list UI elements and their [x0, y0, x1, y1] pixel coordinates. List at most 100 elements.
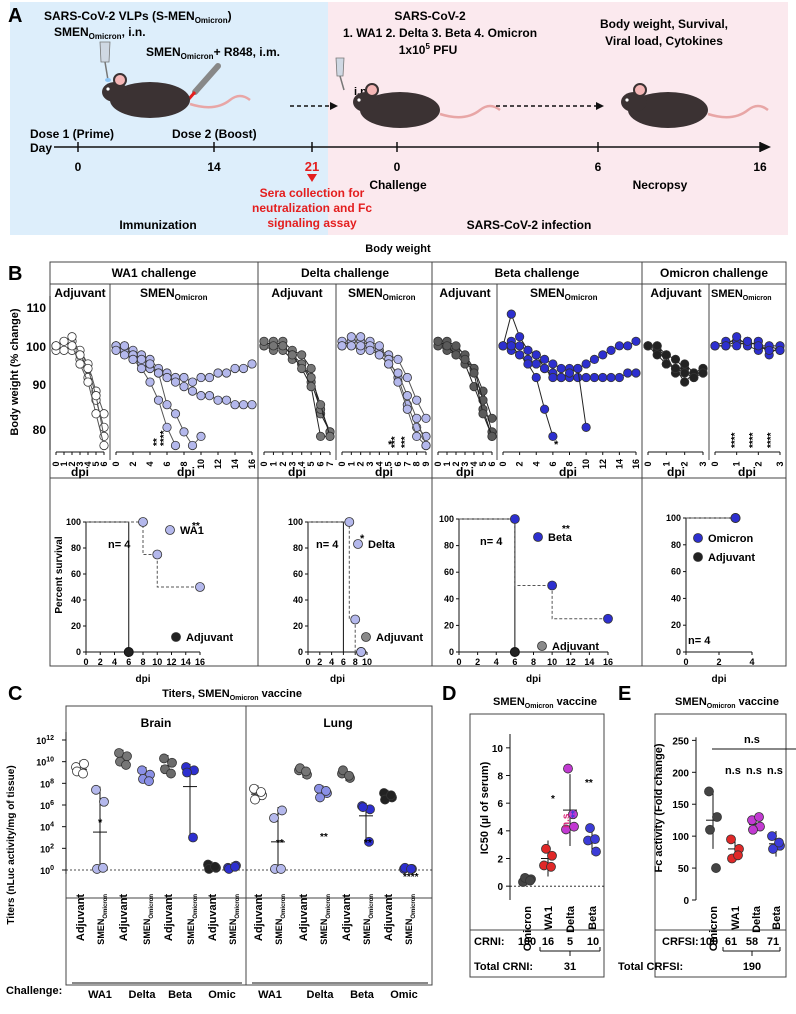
- brain-beta-adjuvant-point: [167, 757, 177, 768]
- omicron-adjuvant-x-tick-label: 3: [698, 461, 708, 466]
- weight-point: [306, 363, 316, 374]
- omicron-survival-y-tick-label: 60: [671, 567, 681, 577]
- sera-line3: signaling assay: [267, 216, 357, 230]
- delta-survival-y-tick-label: 40: [293, 595, 303, 605]
- weight-point: [230, 363, 240, 374]
- weight-sig-omi-a: ****: [730, 432, 741, 448]
- lung-delta-smen-point: [321, 786, 331, 796]
- beta-legend-adjuvant-marker: [537, 641, 547, 651]
- fc-omicron-point: [704, 786, 714, 797]
- weight-point: [374, 350, 384, 360]
- weight-point: [442, 341, 452, 351]
- weight-point: [136, 363, 147, 374]
- dose2-label: Dose 2 (Boost): [172, 127, 257, 141]
- challenge-label: Challenge: [369, 178, 427, 192]
- panel-d-title: SMENOmicron vaccine: [493, 696, 597, 710]
- readouts-line2: Viral load, Cytokines: [605, 34, 723, 48]
- delta-adjuvant-x-tick-label: 5: [306, 461, 316, 466]
- survival-sig-wa1: **: [192, 521, 200, 532]
- beta-smen-survival-line: [459, 518, 608, 620]
- weight-point: [652, 341, 662, 351]
- omicron-adjuvant-x-tick-label: 0: [643, 461, 653, 466]
- weight-point: [247, 359, 257, 369]
- weight-sig-beta: *: [554, 439, 559, 451]
- weight-ytick-90: 90: [33, 378, 47, 392]
- fc-y-tick-label: 100: [672, 832, 689, 843]
- fc-beta-xlabel: Beta: [771, 905, 783, 930]
- wa1-smen-x-tick-label: 6: [162, 461, 172, 466]
- titers-y-tick-label: 108: [40, 778, 54, 789]
- weight-point: [623, 341, 633, 351]
- weight-sig-wa1-b: ****: [159, 430, 170, 446]
- wa1-smen-survival-line: [86, 521, 200, 588]
- brain-beta-smen-point: [188, 832, 198, 843]
- weight-point: [153, 395, 164, 405]
- weight-point: [523, 359, 533, 369]
- crfsi-bracket: [722, 947, 781, 956]
- weight-point: [614, 341, 624, 351]
- timeline: [54, 142, 771, 152]
- beta-adjuvant-x-tick-label: 4: [469, 461, 479, 466]
- ic50-y-tick-label: 0: [497, 882, 503, 893]
- crfsi-value-delta: 58: [746, 936, 758, 948]
- wa1-survival-y-tick-label: 20: [71, 621, 81, 631]
- total-crni-value: 31: [564, 961, 576, 973]
- wa1-smen-x-tick-label: 16: [247, 459, 257, 469]
- weight-point: [412, 395, 422, 405]
- beta-survival-x-tick-label: 6: [512, 657, 517, 667]
- weight-point: [187, 377, 198, 387]
- weight-point: [556, 372, 566, 383]
- dpi-label-omi-smen: dpi: [738, 465, 756, 479]
- weight-ytick-110: 110: [27, 301, 47, 315]
- sera-line1: Sera collection for: [260, 186, 365, 200]
- delta-survival-xlabel: dpi: [330, 674, 345, 685]
- fc-delta-xlabel: Delta: [751, 905, 763, 933]
- weight-point: [204, 391, 215, 401]
- weight-point: [661, 359, 671, 369]
- tick-day-0: 0: [75, 160, 82, 174]
- fc-beta-point: [768, 844, 778, 854]
- weight-point: [374, 341, 384, 351]
- panel-d: D SMENOmicron vaccine IC50 (µl of serum)…: [442, 683, 605, 978]
- weight-point: [556, 363, 566, 374]
- wa1-smen-x-tick-label: 10: [196, 459, 206, 469]
- weight-point: [531, 372, 541, 383]
- day-label: Day: [30, 141, 52, 155]
- weight-point: [581, 372, 591, 383]
- titer-sig-brain: *: [98, 817, 103, 829]
- weight-point: [606, 372, 616, 383]
- panel-e-frame: [654, 713, 787, 978]
- total-crni-label: Total CRNI:: [474, 961, 533, 973]
- fc-delta-point: [754, 812, 764, 822]
- wa1-adjuvant-x-tick-label: 6: [99, 461, 109, 466]
- omicron-survival-y-tick-label: 20: [671, 620, 681, 630]
- weight-sig-omi-b: ****: [748, 432, 759, 448]
- weight-point: [213, 395, 223, 405]
- wa1-survival-y-tick-label: 0: [76, 647, 81, 657]
- survival-sig-delta: *: [360, 533, 365, 545]
- beta-survival-x-tick-label: 2: [475, 657, 480, 667]
- weight-point: [259, 336, 269, 346]
- weight-point: [598, 372, 608, 383]
- weight-point: [680, 377, 690, 387]
- wa1-survival-x-tick-label: 2: [98, 657, 103, 667]
- delta-legend-adjuvant-label: Adjuvant: [376, 632, 423, 644]
- lung-wa1-adjuvant-point: [256, 787, 266, 797]
- titer-sig-lung-omic: ****: [403, 872, 419, 883]
- weight-point: [170, 409, 181, 419]
- adjuvant-header-wa1: Adjuvant: [54, 286, 105, 300]
- delta-adjuvant-x-tick-label: 1: [268, 461, 278, 466]
- weight-point: [589, 372, 600, 383]
- omicron-legend-smen-label: Omicron: [708, 533, 754, 545]
- wa1-smen-x-tick-label: 2: [128, 461, 138, 466]
- smen-header-delta: SMENOmicron: [348, 286, 416, 302]
- weight-point: [732, 341, 742, 351]
- ic50-beta-xlabel: Beta: [587, 905, 599, 930]
- panel-b-letter: B: [8, 263, 22, 285]
- immunization-background: [10, 2, 328, 235]
- lung-wa1-adjuvant-xlabel: Adjuvant: [253, 894, 265, 941]
- challenge-header-omicron: Omicron challenge: [660, 266, 768, 280]
- wa1-smen-x-tick-label: 0: [111, 461, 121, 466]
- ic50-y-axis: 0 2 4 6 8 10: [492, 734, 604, 900]
- total-crfsi-label: Total CRFSI:: [618, 961, 683, 973]
